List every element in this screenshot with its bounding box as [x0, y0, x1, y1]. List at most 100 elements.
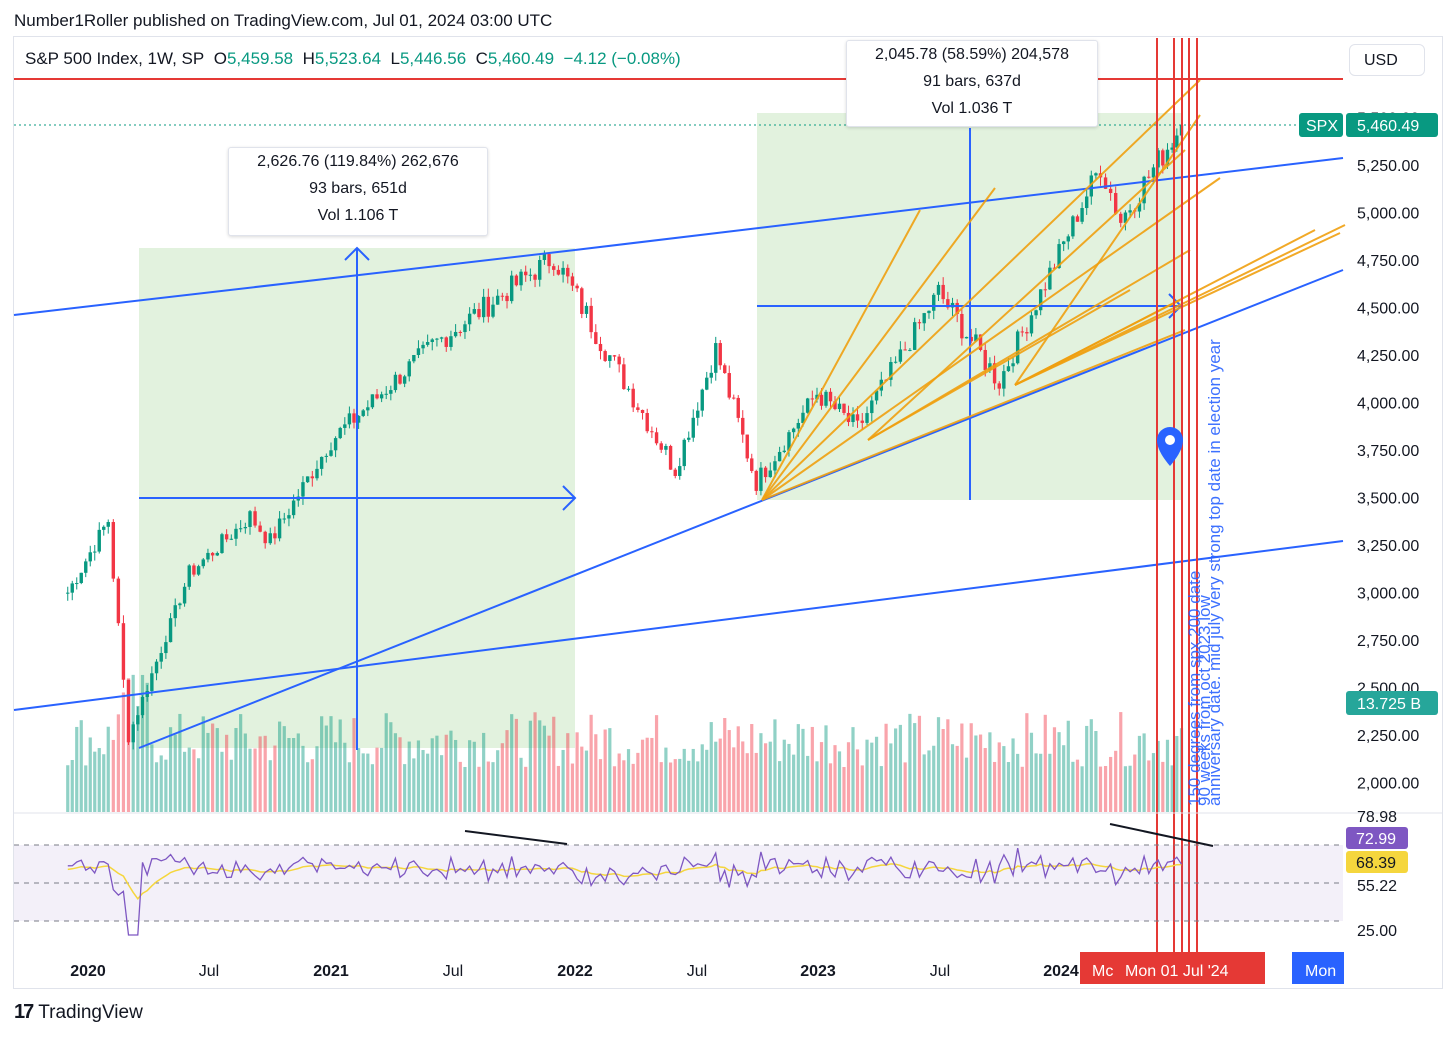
- volume-bar: [908, 713, 912, 812]
- volume-bar: [468, 740, 472, 812]
- volume-bar: [806, 755, 810, 812]
- candle-body: [1038, 289, 1043, 311]
- volume-bar: [714, 741, 718, 812]
- candle-body: [352, 413, 356, 423]
- volume-bar: [416, 740, 421, 812]
- candle-body: [66, 592, 70, 594]
- rsi-line: [67, 847, 1183, 936]
- volume-bar: [1062, 745, 1066, 812]
- candle-body: [1137, 203, 1142, 212]
- candle-body: [828, 391, 833, 402]
- candle-body: [234, 528, 238, 539]
- gann-fan-line: [761, 177, 1221, 501]
- candle-body: [97, 529, 101, 552]
- volume-bar: [491, 762, 495, 812]
- candle-body: [645, 413, 649, 432]
- candle-body: [136, 715, 140, 725]
- candle-body: [229, 538, 234, 540]
- volume-bar: [727, 730, 731, 812]
- volume-bar: [833, 745, 837, 812]
- candle-body: [833, 401, 837, 410]
- candle-body: [131, 724, 135, 743]
- candle-body: [379, 394, 384, 399]
- price-axis-label: 4,000.00: [1357, 396, 1419, 413]
- candle-body: [79, 572, 83, 584]
- candle-body: [1123, 212, 1128, 223]
- volume-bar: [810, 726, 814, 812]
- candle-body: [898, 349, 903, 362]
- candle-body: [1089, 175, 1093, 197]
- candle-body: [291, 500, 296, 516]
- candle-body: [810, 398, 815, 400]
- volume-bar: [547, 735, 551, 812]
- candle-body: [361, 410, 365, 416]
- volume-bar: [528, 720, 532, 812]
- candle-body: [338, 427, 342, 439]
- candle-body: [486, 296, 491, 317]
- arrow-head-up-1: [344, 246, 370, 261]
- candle-body: [594, 332, 598, 344]
- cycle-annotation-1: 150 degrees from spx 200 date: [1185, 571, 1204, 806]
- candle-body: [664, 445, 668, 450]
- candle-body: [477, 309, 481, 318]
- volume-bar: [320, 716, 324, 812]
- volume-bar: [287, 737, 291, 812]
- candle-body: [102, 526, 106, 530]
- candle-body: [622, 364, 626, 390]
- volume-bar: [828, 763, 833, 812]
- volume-bar: [1123, 766, 1128, 812]
- candle-body: [412, 355, 416, 362]
- volume-bar: [329, 716, 333, 812]
- candle-body: [1006, 366, 1011, 372]
- candle-body: [121, 623, 126, 680]
- candle-body: [650, 431, 654, 433]
- volume-bar: [1052, 727, 1057, 812]
- candle-body: [182, 586, 187, 604]
- candle-body: [407, 361, 411, 377]
- volume-bar: [932, 745, 936, 812]
- candle-body: [168, 618, 173, 643]
- volume-bar: [922, 754, 926, 812]
- candle-body: [154, 661, 159, 674]
- volume-bar: [705, 749, 709, 812]
- volume-bar: [334, 742, 338, 812]
- volume-bar: [889, 743, 893, 812]
- price-axis-label: 2,250.00: [1357, 728, 1419, 745]
- last-price-text: 5,460.49: [1357, 118, 1419, 135]
- volume-bar: [150, 744, 154, 812]
- candle-body: [575, 285, 579, 289]
- volume-bar: [792, 754, 796, 812]
- volume-bar: [380, 747, 384, 812]
- volume-bar: [292, 738, 296, 812]
- candle-body: [589, 305, 593, 333]
- volume-bar: [79, 720, 83, 812]
- candle-body: [500, 295, 505, 297]
- volume-bar: [874, 736, 879, 812]
- candle-body: [678, 466, 682, 476]
- volume-bar: [927, 750, 931, 812]
- rsi-axis-label: 25.00: [1357, 923, 1397, 940]
- candle-body: [282, 518, 286, 520]
- candle-body: [319, 456, 324, 469]
- volume-bar: [594, 734, 598, 812]
- tradingview-logo[interactable]: 17 TradingView: [14, 1001, 143, 1024]
- rsi-ma-badge: [1346, 851, 1408, 873]
- currency-button[interactable]: USD: [1349, 44, 1425, 76]
- volume-bar: [66, 765, 70, 812]
- volume-bar: [421, 750, 425, 812]
- time-badge-current-text: Mon 01 Jul '24: [1125, 963, 1229, 980]
- candle-body: [116, 578, 121, 624]
- gann-fan-line: [761, 79, 1201, 501]
- volume-bar: [589, 714, 593, 812]
- volume-bar: [93, 751, 97, 812]
- candle-body: [305, 476, 310, 483]
- volume-bar: [988, 732, 992, 812]
- volume-bar: [824, 725, 828, 812]
- volume-bar: [974, 735, 978, 812]
- candle-body: [801, 412, 805, 423]
- candle-body: [333, 438, 338, 451]
- volume-bar: [668, 762, 673, 812]
- candle-body: [552, 266, 556, 270]
- rsi-divergence-line-1: [464, 830, 568, 845]
